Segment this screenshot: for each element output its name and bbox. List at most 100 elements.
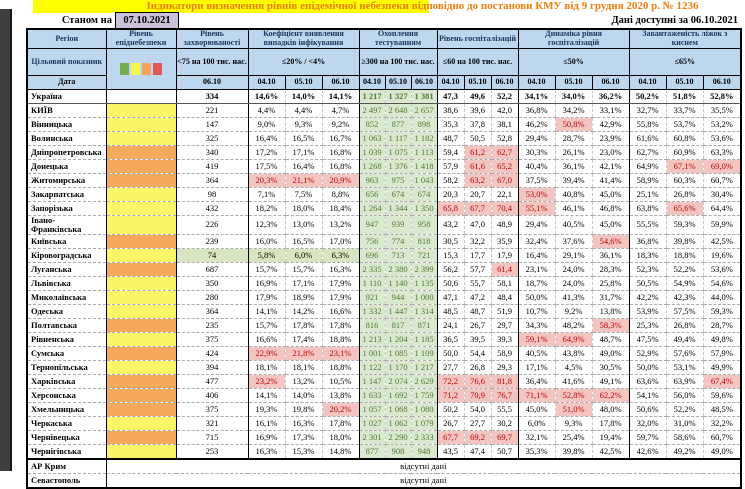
region-name: Миколаївська <box>27 290 106 305</box>
value-cell: 25,4% <box>554 430 593 445</box>
value-cell: 14,1% <box>321 89 360 104</box>
value-cell: 1 217 <box>358 89 386 104</box>
value-cell: 944 <box>384 290 412 305</box>
date-cell: 04.10 <box>358 75 386 90</box>
value-cell: 4,4% <box>247 103 285 118</box>
region-row: Івано-Франківська 226 12,3% 13,0% 13,2% 947 93… <box>27 215 742 235</box>
value-cell: 26,1% <box>554 145 593 160</box>
value-cell: 17,9 <box>490 248 519 263</box>
value-cell: 1 447 <box>384 304 412 319</box>
region-name: Хмельницька <box>27 402 106 417</box>
value-cell: 713 <box>384 248 412 263</box>
value-cell: 49,8% <box>702 332 742 347</box>
value-cell: 20,3 <box>436 187 465 202</box>
value-cell: 65,8 <box>436 201 465 216</box>
value-cell: 26,7 <box>436 416 465 431</box>
value-cell: 61,6% <box>628 131 667 146</box>
value-cell: 50,8% <box>554 117 593 132</box>
value-cell: 340 <box>175 145 248 160</box>
value-cell: 50,0 <box>436 346 465 361</box>
value-cell: 674 <box>410 187 438 202</box>
target-hosp-dynamics: ≤50% <box>517 48 630 76</box>
value-cell: 37,8 <box>463 117 492 132</box>
region-name: Рівненська <box>27 332 106 347</box>
value-cell: 41,6% <box>554 374 593 389</box>
value-cell: 54,6% <box>702 276 742 291</box>
title-highlight-band <box>33 0 429 13</box>
value-cell: 61,2 <box>463 145 492 160</box>
value-cell: 57,7 <box>463 262 492 277</box>
col-header-morbidity: Рівень захворюваності <box>175 28 249 49</box>
value-cell: 39,8% <box>665 234 704 249</box>
value-cell: 36,1% <box>554 159 593 174</box>
value-cell: 24,1 <box>436 318 465 333</box>
value-cell: 50,5 <box>463 131 492 146</box>
value-cell: 1 135 <box>410 276 438 291</box>
value-cell: 24,0% <box>554 262 593 277</box>
value-cell: 50,6 <box>436 276 465 291</box>
value-cell: 715 <box>175 430 248 445</box>
value-cell: 45,0% <box>517 402 556 417</box>
value-cell: 30,5 <box>436 234 465 249</box>
value-cell: 18,8% <box>321 360 360 375</box>
value-cell: 50,7 <box>490 444 519 460</box>
value-cell: 28,7% <box>702 318 742 333</box>
value-cell: 19,8% <box>284 402 322 417</box>
value-cell: 38,1 <box>490 117 519 132</box>
value-cell: 18,9% <box>284 290 322 305</box>
value-cell: 23,9% <box>591 131 630 146</box>
region-row: Тернопільська 394 18,1% 18,1% 18,8% 1 122 1 17… <box>27 360 742 375</box>
value-cell: 2 399 <box>410 262 438 277</box>
epidemic-level-cell <box>105 346 176 361</box>
value-cell: 40,4% <box>517 159 556 174</box>
value-cell: 59,3% <box>702 304 742 319</box>
epidemic-level-cell <box>105 201 176 216</box>
legend-square <box>120 63 129 75</box>
value-cell: 26,8% <box>665 187 704 202</box>
value-cell: 39,8% <box>554 444 593 460</box>
value-cell: 48,5 <box>436 304 465 319</box>
value-cell: 939 <box>384 215 412 235</box>
value-cell: 1 147 <box>358 374 386 389</box>
region-name: Херсонська <box>27 388 106 403</box>
value-cell: 42,5% <box>591 444 630 460</box>
value-cell: 71,1% <box>517 388 556 403</box>
region-name: Волинська <box>27 131 106 146</box>
value-cell: 31,0% <box>665 416 704 431</box>
value-cell: 58,3% <box>591 318 630 333</box>
target-oxygen-beds: ≤65% <box>628 48 742 76</box>
region-row: Полтавська 235 15,7% 17,8% 17,8% 816 817 871 24,… <box>27 318 742 333</box>
value-cell: 59,7% <box>628 430 667 445</box>
value-cell: 1 182 <box>410 131 438 146</box>
epidemic-level-cell <box>105 276 176 291</box>
value-cell: 47,2 <box>463 290 492 305</box>
value-cell: 51,0% <box>554 402 593 417</box>
value-cell: 81,8 <box>490 374 519 389</box>
value-cell: 6,3% <box>321 248 360 263</box>
value-cell: 50,0% <box>628 360 667 375</box>
value-cell: 54,9% <box>665 276 704 291</box>
value-cell: 1 039 <box>358 145 386 160</box>
value-cell: 818 <box>410 234 438 249</box>
date-cell: 06.10 <box>410 75 438 90</box>
region-name: Закарпатська <box>27 187 106 202</box>
epidemic-level-cell <box>105 215 176 235</box>
value-cell: 67,7 <box>463 201 492 216</box>
region-name: Полтавська <box>27 318 106 333</box>
value-cell: 1 217 <box>410 360 438 375</box>
value-cell: 17,1% <box>284 276 322 291</box>
value-cell: 2 290 <box>384 430 412 445</box>
value-cell: 20,9% <box>321 173 360 188</box>
value-cell: 18,0% <box>284 201 322 216</box>
value-cell: 4,7% <box>321 103 360 118</box>
region-name: Севастополь <box>27 473 106 489</box>
region-name: Харківська <box>27 374 106 389</box>
value-cell: 48,2% <box>554 318 593 333</box>
value-cell: 14,0% <box>284 388 322 403</box>
value-cell: 16,1% <box>247 416 285 431</box>
value-cell: 1 381 <box>410 89 438 104</box>
value-cell: 65,2 <box>490 159 519 174</box>
value-cell: 816 <box>358 318 386 333</box>
value-cell: 1 418 <box>410 159 438 174</box>
value-cell: 32,2% <box>702 416 742 431</box>
